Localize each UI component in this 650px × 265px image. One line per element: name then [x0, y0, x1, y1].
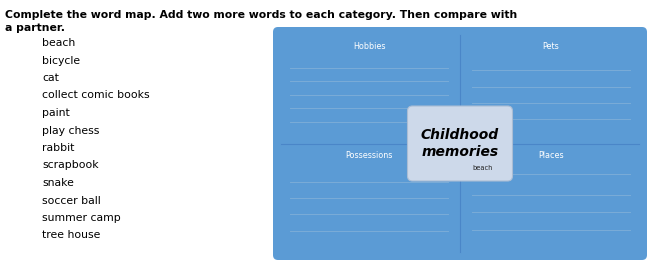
Text: play chess: play chess [42, 126, 99, 135]
Text: bicycle: bicycle [42, 55, 80, 65]
Text: beach: beach [42, 38, 75, 48]
Text: scrapbook: scrapbook [42, 161, 99, 170]
Text: Possessions: Possessions [345, 152, 393, 161]
Text: Complete the word map. Add two more words to each category. Then compare with: Complete the word map. Add two more word… [5, 10, 517, 20]
Text: Places: Places [538, 152, 564, 161]
Text: tree house: tree house [42, 231, 100, 241]
Text: Pets: Pets [543, 42, 560, 51]
Text: paint: paint [42, 108, 70, 118]
Text: beach: beach [472, 166, 493, 171]
Text: soccer ball: soccer ball [42, 196, 101, 205]
FancyBboxPatch shape [273, 27, 647, 260]
Text: a partner.: a partner. [5, 23, 65, 33]
FancyBboxPatch shape [408, 106, 512, 181]
Text: snake: snake [42, 178, 74, 188]
Text: cat: cat [42, 73, 59, 83]
Text: summer camp: summer camp [42, 213, 121, 223]
Text: collect comic books: collect comic books [42, 91, 150, 100]
Text: Childhood
memories: Childhood memories [421, 129, 499, 158]
Text: Hobbies: Hobbies [353, 42, 385, 51]
Text: rabbit: rabbit [42, 143, 74, 153]
